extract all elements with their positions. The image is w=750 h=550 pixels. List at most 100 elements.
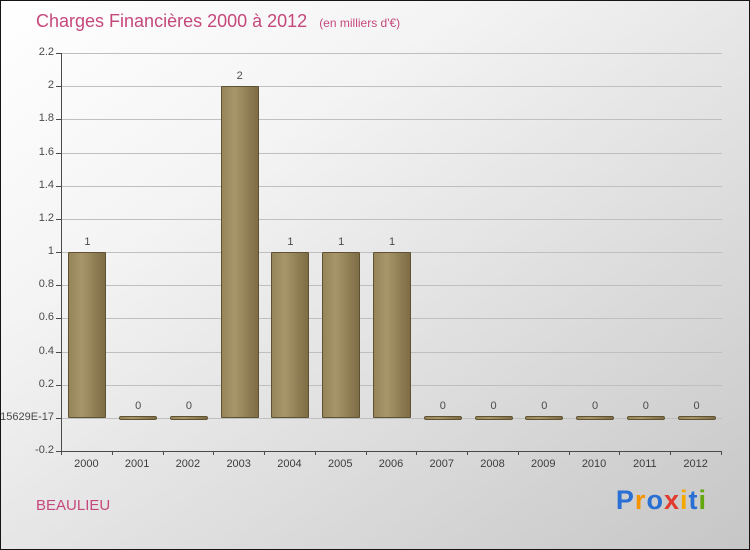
bar-value-label: 1 <box>338 236 345 248</box>
y-axis-tick <box>56 417 61 419</box>
x-axis-tick <box>314 451 316 455</box>
y-axis-tick <box>56 451 61 452</box>
x-tick-label: 2008 <box>480 458 505 470</box>
x-axis-tick <box>264 451 266 455</box>
y-axis-tick <box>56 86 61 88</box>
y-tick-label: -4.15629E-17 <box>0 410 54 423</box>
x-axis-tick <box>670 451 672 455</box>
bar <box>322 252 361 418</box>
logo-letter: t <box>688 485 699 515</box>
y-tick-label: 0.2 <box>38 377 54 390</box>
x-axis-tick <box>61 451 62 455</box>
y-axis-tick <box>56 152 61 154</box>
zero-bar <box>626 415 665 420</box>
chart-title: Charges Financières 2000 à 2012 <box>36 11 308 31</box>
bar-value-label: 0 <box>592 399 599 412</box>
y-tick-label: 1.6 <box>38 145 54 158</box>
bar-value-label: 1 <box>287 236 294 248</box>
bar-value-label: 0 <box>541 399 548 412</box>
bar <box>373 252 411 418</box>
x-axis-tick <box>213 451 215 455</box>
x-axis-tick <box>162 451 164 455</box>
bar <box>271 252 310 418</box>
plot-area: 1 0 0 2 1 1 1 0 0 0 0 0 0 <box>61 53 722 452</box>
x-tick-label: 2002 <box>175 458 201 470</box>
gridline <box>62 119 722 121</box>
y-axis-tick <box>56 119 61 121</box>
bar <box>220 86 259 418</box>
bar-value-label: 0 <box>185 399 192 412</box>
gridline <box>62 53 722 54</box>
gridline <box>62 152 722 154</box>
y-tick-label: 2 <box>47 79 54 92</box>
proxiti-logo: Proxiti <box>616 485 707 516</box>
x-tick-label: 2012 <box>683 458 708 470</box>
x-tick-label: 2001 <box>124 458 150 470</box>
x-axis-tick <box>416 451 418 455</box>
y-tick-label: -0.2 <box>35 444 54 456</box>
y-tick-label: 0.4 <box>38 344 54 357</box>
y-tick-label: 1.8 <box>38 112 54 125</box>
y-tick-label: 2.2 <box>38 46 54 58</box>
y-axis-tick <box>56 185 61 187</box>
bar-value-label: 0 <box>135 399 142 412</box>
zero-bar <box>169 415 208 420</box>
y-tick-label: 0.6 <box>38 311 54 324</box>
bar-value-label: 0 <box>439 399 446 412</box>
x-axis-tick <box>467 451 469 455</box>
x-tick-label: 2005 <box>327 458 353 470</box>
y-axis-tick <box>56 252 61 253</box>
bar-value-label: 1 <box>84 236 91 248</box>
gridline <box>62 417 722 419</box>
bar-value-label: 0 <box>490 399 497 412</box>
y-axis-tick <box>56 285 61 287</box>
zero-bar <box>525 415 564 420</box>
zero-bar <box>423 415 462 420</box>
x-axis-tick <box>619 451 621 455</box>
y-axis-tick <box>56 351 61 353</box>
y-axis-tick <box>56 384 61 386</box>
x-tick-label: 2004 <box>277 458 302 470</box>
zero-bar <box>677 415 716 420</box>
x-tick-label: 2011 <box>633 458 657 470</box>
x-tick-label: 2009 <box>531 458 556 470</box>
x-axis-tick <box>365 451 367 455</box>
zero-bar <box>119 415 158 420</box>
logo-letter: P <box>615 485 635 515</box>
y-tick-label: 1 <box>47 245 54 257</box>
y-axis-tick <box>56 318 61 320</box>
logo-letter: x <box>663 485 680 515</box>
zero-bar <box>474 415 513 420</box>
y-tick-label: 0.8 <box>38 278 54 291</box>
gridline <box>62 218 722 220</box>
bar <box>68 252 107 418</box>
x-tick-label: 2003 <box>226 458 251 470</box>
x-tick-label: 2007 <box>429 458 454 470</box>
x-axis-tick <box>721 451 722 455</box>
x-axis-tick <box>517 451 519 455</box>
bar-value-label: 0 <box>693 399 700 412</box>
gridline <box>62 185 722 187</box>
x-axis-tick <box>568 451 570 455</box>
logo-letter: i <box>698 485 707 515</box>
bar-value-label: 2 <box>236 70 243 83</box>
chart-subtitle: (en milliers d'€) <box>319 16 401 30</box>
logo-letter: o <box>646 485 664 515</box>
bar-value-label: 0 <box>642 399 649 412</box>
y-axis-tick <box>56 53 61 54</box>
gridline <box>62 86 722 88</box>
bar-value-label: 1 <box>388 236 396 248</box>
zero-bar <box>576 415 615 420</box>
x-tick-label: 2006 <box>378 458 404 470</box>
x-tick-label: 2010 <box>581 458 607 470</box>
y-tick-label: 1.4 <box>38 178 54 191</box>
y-tick-label: 1.2 <box>38 211 54 224</box>
logo-letter: r <box>634 485 647 515</box>
logo-letter: i <box>679 485 689 515</box>
x-axis-tick <box>111 451 113 455</box>
chart-header: Charges Financières 2000 à 2012 (en milli… <box>36 11 400 32</box>
x-tick-label: 2000 <box>74 458 99 470</box>
company-name: BEAULIEU <box>36 497 111 514</box>
y-axis-tick <box>56 218 61 220</box>
